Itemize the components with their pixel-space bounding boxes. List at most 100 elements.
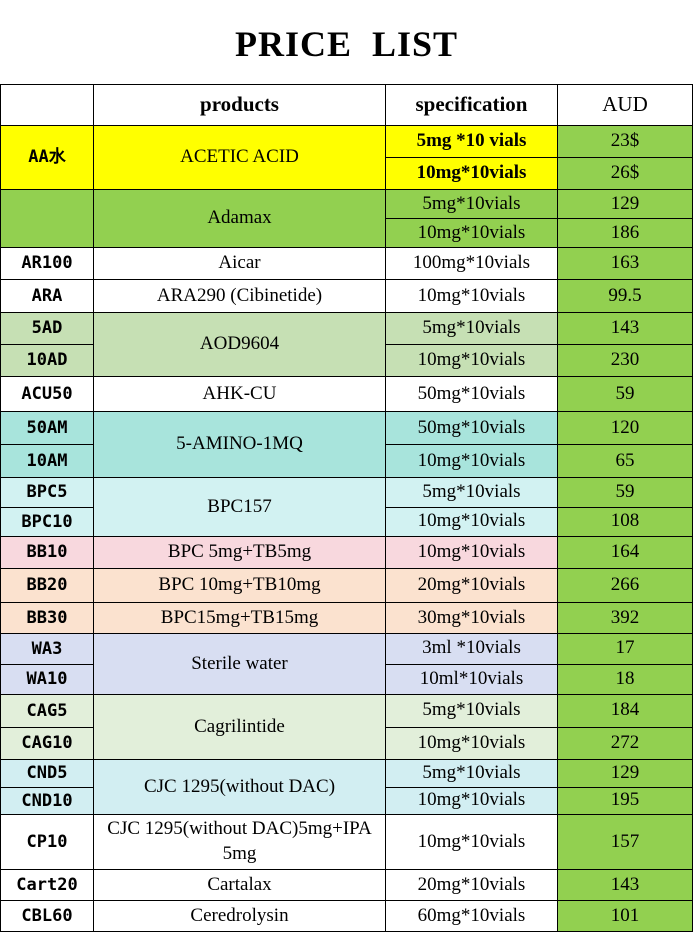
code: 5AD	[0, 312, 94, 345]
price: 157	[557, 814, 693, 870]
row: AA水 ACETIC ACID 5mg *10 vials 23$	[0, 125, 693, 190]
code: Cart20	[0, 869, 94, 901]
column-header: specification	[385, 84, 558, 126]
product: Ceredrolysin	[93, 900, 386, 932]
price: 26$	[557, 157, 693, 190]
price: 195	[557, 786, 693, 815]
price: 266	[557, 568, 693, 603]
row: Adamax 5mg*10vials 129	[0, 189, 693, 248]
price: 129	[557, 189, 693, 219]
header-row: products specification AUD	[0, 84, 693, 126]
code: WA10	[0, 663, 94, 695]
row: BPC10 10mg*10vials 108	[0, 506, 693, 537]
specification: 10mg*10vials	[385, 726, 558, 760]
specification: 5mg*10vials	[385, 312, 558, 345]
code: CND10	[0, 786, 94, 815]
row: ARA ARA290 (Cibinetide) 10mg*10vials 99.5	[0, 279, 693, 313]
specification: 10mg*10vials	[385, 218, 558, 248]
product: BPC 5mg+TB5mg	[93, 536, 386, 569]
code: 10AD	[0, 344, 94, 377]
price: 108	[557, 506, 693, 537]
price: 99.5	[557, 279, 693, 313]
price: 186	[557, 218, 693, 248]
specification: 10mg*10vials	[385, 444, 558, 478]
code: CBL60	[0, 900, 94, 932]
product: Adamax	[93, 189, 386, 248]
row: 10AD 10mg*10vials 230	[0, 344, 693, 377]
specification: 10mg*10vials	[385, 157, 558, 190]
row: WA3 Sterile water 3ml *10vials 17	[0, 633, 693, 695]
specification: 10mg*10vials	[385, 536, 558, 569]
empty-cell	[0, 84, 94, 126]
price: 164	[557, 536, 693, 569]
product: CJC 1295(without DAC)	[93, 759, 386, 815]
product: BPC157	[93, 477, 386, 537]
row: BB10 BPC 5mg+TB5mg 10mg*10vials 164	[0, 536, 693, 569]
row: WA10 10ml*10vials 18	[0, 663, 693, 695]
row: BPC5 BPC157 5mg*10vials 59	[0, 477, 693, 537]
price: 18	[557, 663, 693, 695]
code: BB30	[0, 602, 94, 634]
code: CND5	[0, 759, 94, 788]
price: 101	[557, 900, 693, 932]
product: 5-AMINO-1MQ	[93, 411, 386, 478]
specification: 100mg*10vials	[385, 247, 558, 280]
price: 17	[557, 633, 693, 665]
row: Cart20 Cartalax 20mg*10vials 143	[0, 869, 693, 901]
row: BB30 BPC15mg+TB15mg 30mg*10vials 392	[0, 602, 693, 634]
code: AR100	[0, 247, 94, 280]
row: 50AM 5-AMINO-1MQ 50mg*10vials 120	[0, 411, 693, 478]
code: AA水	[0, 125, 94, 190]
product: BPC 10mg+TB10mg	[93, 568, 386, 603]
code: ACU50	[0, 376, 94, 412]
row: 10AM 10mg*10vials 65	[0, 444, 693, 478]
specification: 50mg*10vials	[385, 411, 558, 445]
price: 23$	[557, 125, 693, 158]
price: 143	[557, 869, 693, 901]
price: 129	[557, 759, 693, 788]
product: Cagrilintide	[93, 694, 386, 760]
column-header: products	[93, 84, 386, 126]
specification: 30mg*10vials	[385, 602, 558, 634]
product: Sterile water	[93, 633, 386, 695]
specification: 10mg*10vials	[385, 344, 558, 377]
row: 10mg*10vials 26$	[1, 157, 693, 190]
row: AR100 Aicar 100mg*10vials 163	[0, 247, 693, 280]
specification: 20mg*10vials	[385, 869, 558, 901]
row: CAG5 Cagrilintide 5mg*10vials 184	[0, 694, 693, 760]
column-header: AUD	[557, 84, 693, 126]
row: CND10 10mg*10vials 195	[0, 786, 693, 815]
price: 230	[557, 344, 693, 377]
row: BB20 BPC 10mg+TB10mg 20mg*10vials 266	[0, 568, 693, 603]
code: WA3	[0, 633, 94, 665]
price: 65	[557, 444, 693, 478]
specification: 10mg*10vials	[385, 786, 558, 815]
specification: 5mg*10vials	[385, 694, 558, 728]
row: CAG10 10mg*10vials 272	[0, 726, 693, 760]
code: 50AM	[0, 411, 94, 445]
price: 120	[557, 411, 693, 445]
product: AHK-CU	[93, 376, 386, 412]
product: Aicar	[93, 247, 386, 280]
code: BPC10	[0, 506, 94, 537]
product: CJC 1295(without DAC)5mg+IPA 5mg	[93, 814, 386, 870]
product: ACETIC ACID	[93, 125, 386, 190]
specification: 50mg*10vials	[385, 376, 558, 412]
specification: 5mg*10vials	[385, 759, 558, 788]
price: 184	[557, 694, 693, 728]
price: 59	[557, 477, 693, 508]
specification: 5mg *10 vials	[385, 125, 558, 158]
price: 163	[557, 247, 693, 280]
title: PRICE LIST	[234, 24, 459, 64]
specification: 5mg*10vials	[385, 189, 558, 219]
row: CND5 CJC 1295(without DAC) 5mg*10vials 129	[0, 759, 693, 815]
specification: 10mg*10vials	[385, 814, 558, 870]
product: ARA290 (Cibinetide)	[93, 279, 386, 313]
price: 59	[557, 376, 693, 412]
specification: 10ml*10vials	[385, 663, 558, 695]
code: CAG10	[0, 726, 94, 760]
specification: 10mg*10vials	[385, 279, 558, 313]
price: 143	[557, 312, 693, 345]
product: Cartalax	[93, 869, 386, 901]
